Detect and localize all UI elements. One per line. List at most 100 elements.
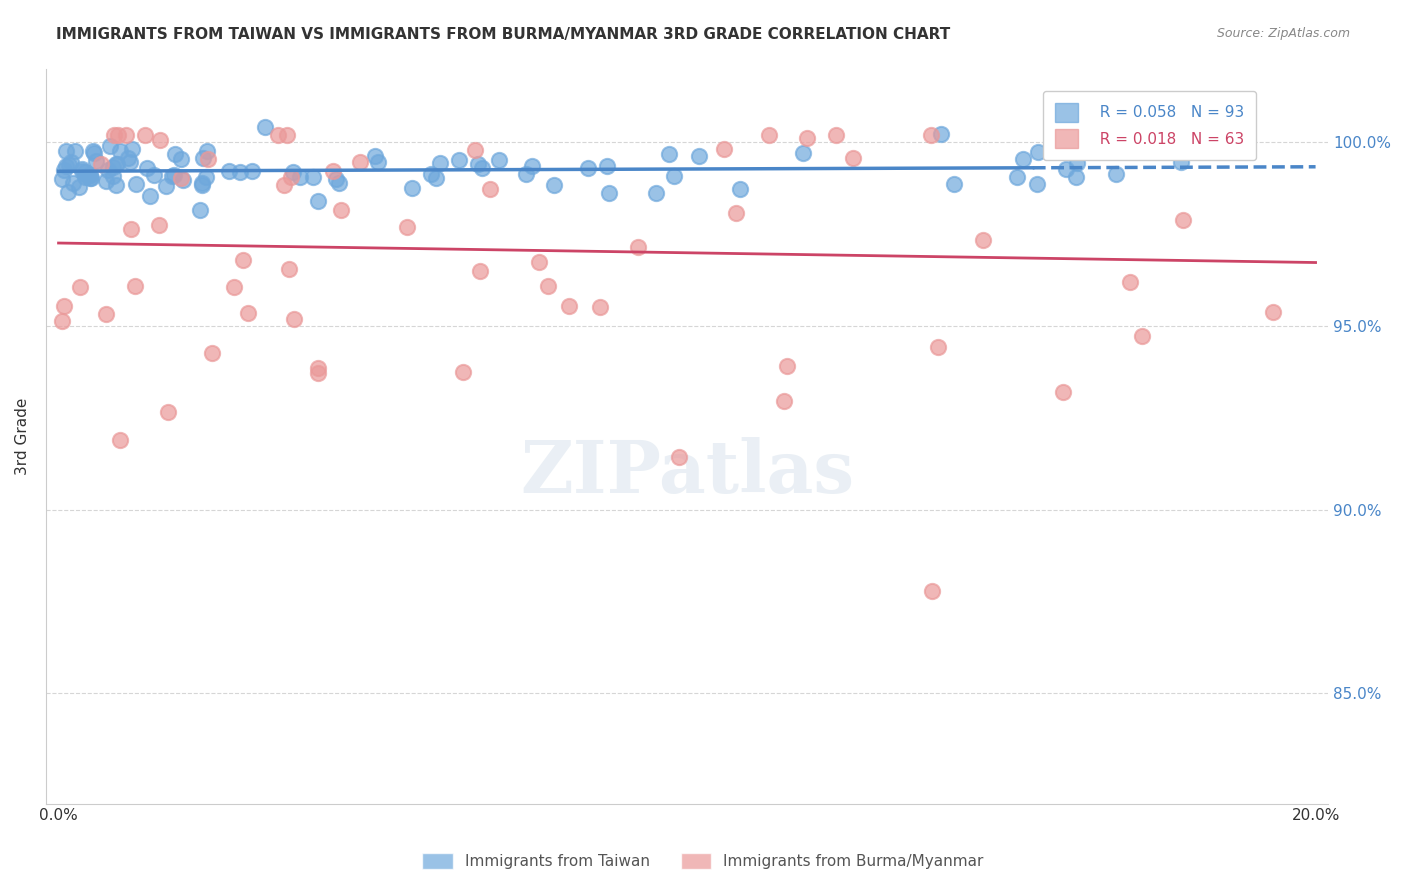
Point [280,170,302,185]
Point [104,178,127,193]
Point [77,169,100,183]
Point [276,128,298,142]
Point [929,127,952,141]
Point [104,157,127,171]
Point [576,161,599,176]
Point [58,158,80,172]
Point [72,164,94,178]
Point [163,168,186,182]
Point [558,299,581,313]
Point [94,174,117,188]
Point [776,359,799,374]
Point [1105,167,1128,181]
Text: Source: ZipAtlas.com: Source: ZipAtlas.com [1216,27,1350,40]
Point [921,584,943,599]
Point [79,168,101,182]
Text: ZIPatlas: ZIPatlas [520,437,853,508]
Point [598,186,620,201]
Point [645,186,668,200]
Point [191,151,214,165]
Point [972,234,994,248]
Point [138,189,160,203]
Point [449,153,471,167]
Point [148,218,170,232]
Y-axis label: 3rd Grade: 3rd Grade [15,397,30,475]
Point [1130,329,1153,343]
Point [543,178,565,192]
Point [290,169,312,184]
Point [194,170,217,185]
Point [363,149,385,163]
Point [197,152,219,166]
Point [170,152,193,166]
Point [349,155,371,169]
Point [63,144,86,158]
Point [190,176,212,190]
Point [307,194,329,209]
Point [1118,276,1140,290]
Point [713,141,735,155]
Point [467,156,489,170]
Point [668,450,690,465]
Point [98,139,121,153]
Point [395,219,418,234]
Point [596,160,619,174]
Point [1064,169,1087,184]
Point [51,314,73,328]
Point [273,178,295,192]
Point [1011,152,1033,166]
Point [90,157,112,171]
Point [236,306,259,320]
Point [1099,128,1122,142]
Point [59,155,82,169]
Point [117,151,139,165]
Point [157,405,180,419]
Point [281,164,304,178]
Point [188,203,211,218]
Point [724,206,747,220]
Point [232,253,254,268]
Point [103,128,125,142]
Point [67,180,90,194]
Point [195,145,218,159]
Point [927,340,949,354]
Point [107,128,129,142]
Point [191,178,214,192]
Point [842,151,865,165]
Point [307,361,329,376]
Point [1054,161,1077,176]
Point [228,165,250,179]
Point [172,173,194,187]
Point [429,156,451,170]
Point [1149,145,1171,159]
Point [254,120,277,135]
Point [1173,212,1195,227]
Point [124,279,146,293]
Point [328,176,350,190]
Point [115,128,138,142]
Point [97,163,120,178]
Point [283,312,305,326]
Point [121,143,143,157]
Point [79,170,101,185]
Point [136,161,159,175]
Point [143,168,166,182]
Point [110,144,132,158]
Point [464,143,486,157]
Point [1170,155,1192,169]
Point [920,128,942,142]
Point [1005,169,1028,184]
Point [83,145,105,160]
Point [401,181,423,195]
Point [84,153,107,168]
Point [1052,128,1074,142]
Point [62,176,84,190]
Point [149,133,172,147]
Point [218,164,240,178]
Point [419,168,441,182]
Point [105,157,128,171]
Point [758,128,780,142]
Point [51,172,73,186]
Point [70,161,93,176]
Point [55,160,77,174]
